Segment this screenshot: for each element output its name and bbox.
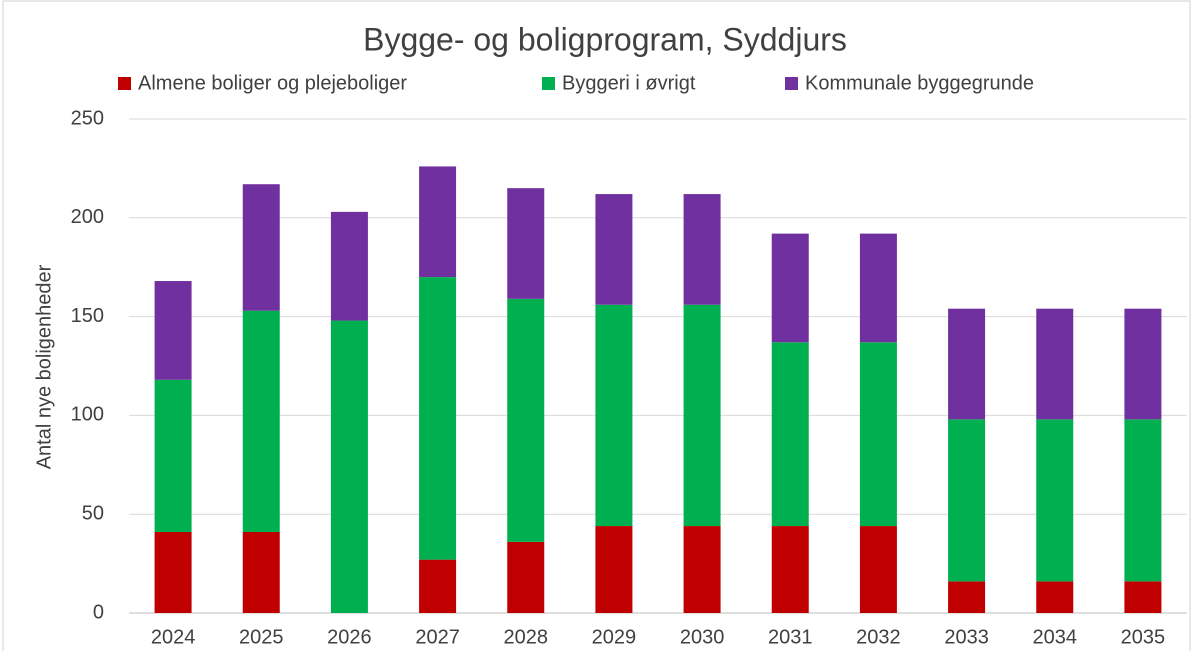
bar-segment xyxy=(683,304,721,527)
bar-segment xyxy=(1036,581,1074,613)
bar-segment xyxy=(1124,581,1162,613)
x-tick-label: 2029 xyxy=(592,626,637,648)
legend-label: Kommunale byggegrunde xyxy=(805,72,1034,94)
x-tick-label: 2028 xyxy=(504,626,549,648)
bar-segment xyxy=(683,526,721,613)
bar-segment xyxy=(595,526,633,613)
y-tick-label: 100 xyxy=(71,404,104,426)
bar-segment xyxy=(154,281,192,380)
x-tick-label: 2034 xyxy=(1033,626,1078,648)
x-tick-label: 2033 xyxy=(944,626,989,648)
y-tick-label: 200 xyxy=(71,206,104,228)
bar-segment xyxy=(154,531,192,613)
x-tick-label: 2026 xyxy=(327,626,372,648)
legend-swatch xyxy=(785,77,798,90)
x-tick-label: 2032 xyxy=(856,626,901,648)
x-tick-label: 2024 xyxy=(151,626,196,648)
bar-segment xyxy=(859,342,897,527)
bar-segment xyxy=(595,194,633,305)
x-tick-label: 2027 xyxy=(415,626,460,648)
bar-segment xyxy=(507,188,545,299)
bar-segment xyxy=(948,308,986,420)
x-tick-label: 2035 xyxy=(1121,626,1166,648)
bar-segment xyxy=(771,342,809,527)
legend-label: Byggeri i øvrigt xyxy=(562,72,696,94)
bar-segment xyxy=(419,559,457,613)
bar-segment xyxy=(859,526,897,613)
bar-segment xyxy=(507,298,545,542)
bar-segment xyxy=(330,320,368,613)
bar-segment xyxy=(154,379,192,532)
bar-segment xyxy=(948,419,986,582)
y-tick-label: 250 xyxy=(71,107,104,129)
bar-segment xyxy=(1124,419,1162,582)
bar-segment xyxy=(859,233,897,343)
bar-segment xyxy=(948,581,986,613)
bar-segment xyxy=(771,233,809,343)
chart-title: Bygge- og boligprogram, Syddjurs xyxy=(363,21,847,57)
bar-segment xyxy=(419,166,457,278)
bar-segment xyxy=(683,194,721,305)
y-tick-label: 50 xyxy=(82,502,104,524)
y-axis-label: Antal nye boligenheder xyxy=(33,264,55,469)
bar-segment xyxy=(330,211,368,321)
bar-segment xyxy=(1036,419,1074,582)
bar-segment xyxy=(771,526,809,613)
y-tick-label: 150 xyxy=(71,305,104,327)
bar-segment xyxy=(242,310,280,532)
x-tick-label: 2030 xyxy=(680,626,725,648)
bar-segment xyxy=(1036,308,1074,420)
bar-segment xyxy=(595,304,633,527)
bar-segment xyxy=(242,184,280,311)
x-tick-label: 2031 xyxy=(768,626,813,648)
bar-segment xyxy=(1124,308,1162,420)
bar-segment xyxy=(419,277,457,560)
bar-segment xyxy=(242,531,280,613)
legend-label: Almene boliger og plejeboliger xyxy=(138,72,407,94)
legend-swatch xyxy=(118,77,131,90)
legend-swatch xyxy=(542,77,555,90)
y-tick-label: 0 xyxy=(93,601,104,623)
bar-segment xyxy=(507,541,545,613)
x-tick-label: 2025 xyxy=(239,626,284,648)
